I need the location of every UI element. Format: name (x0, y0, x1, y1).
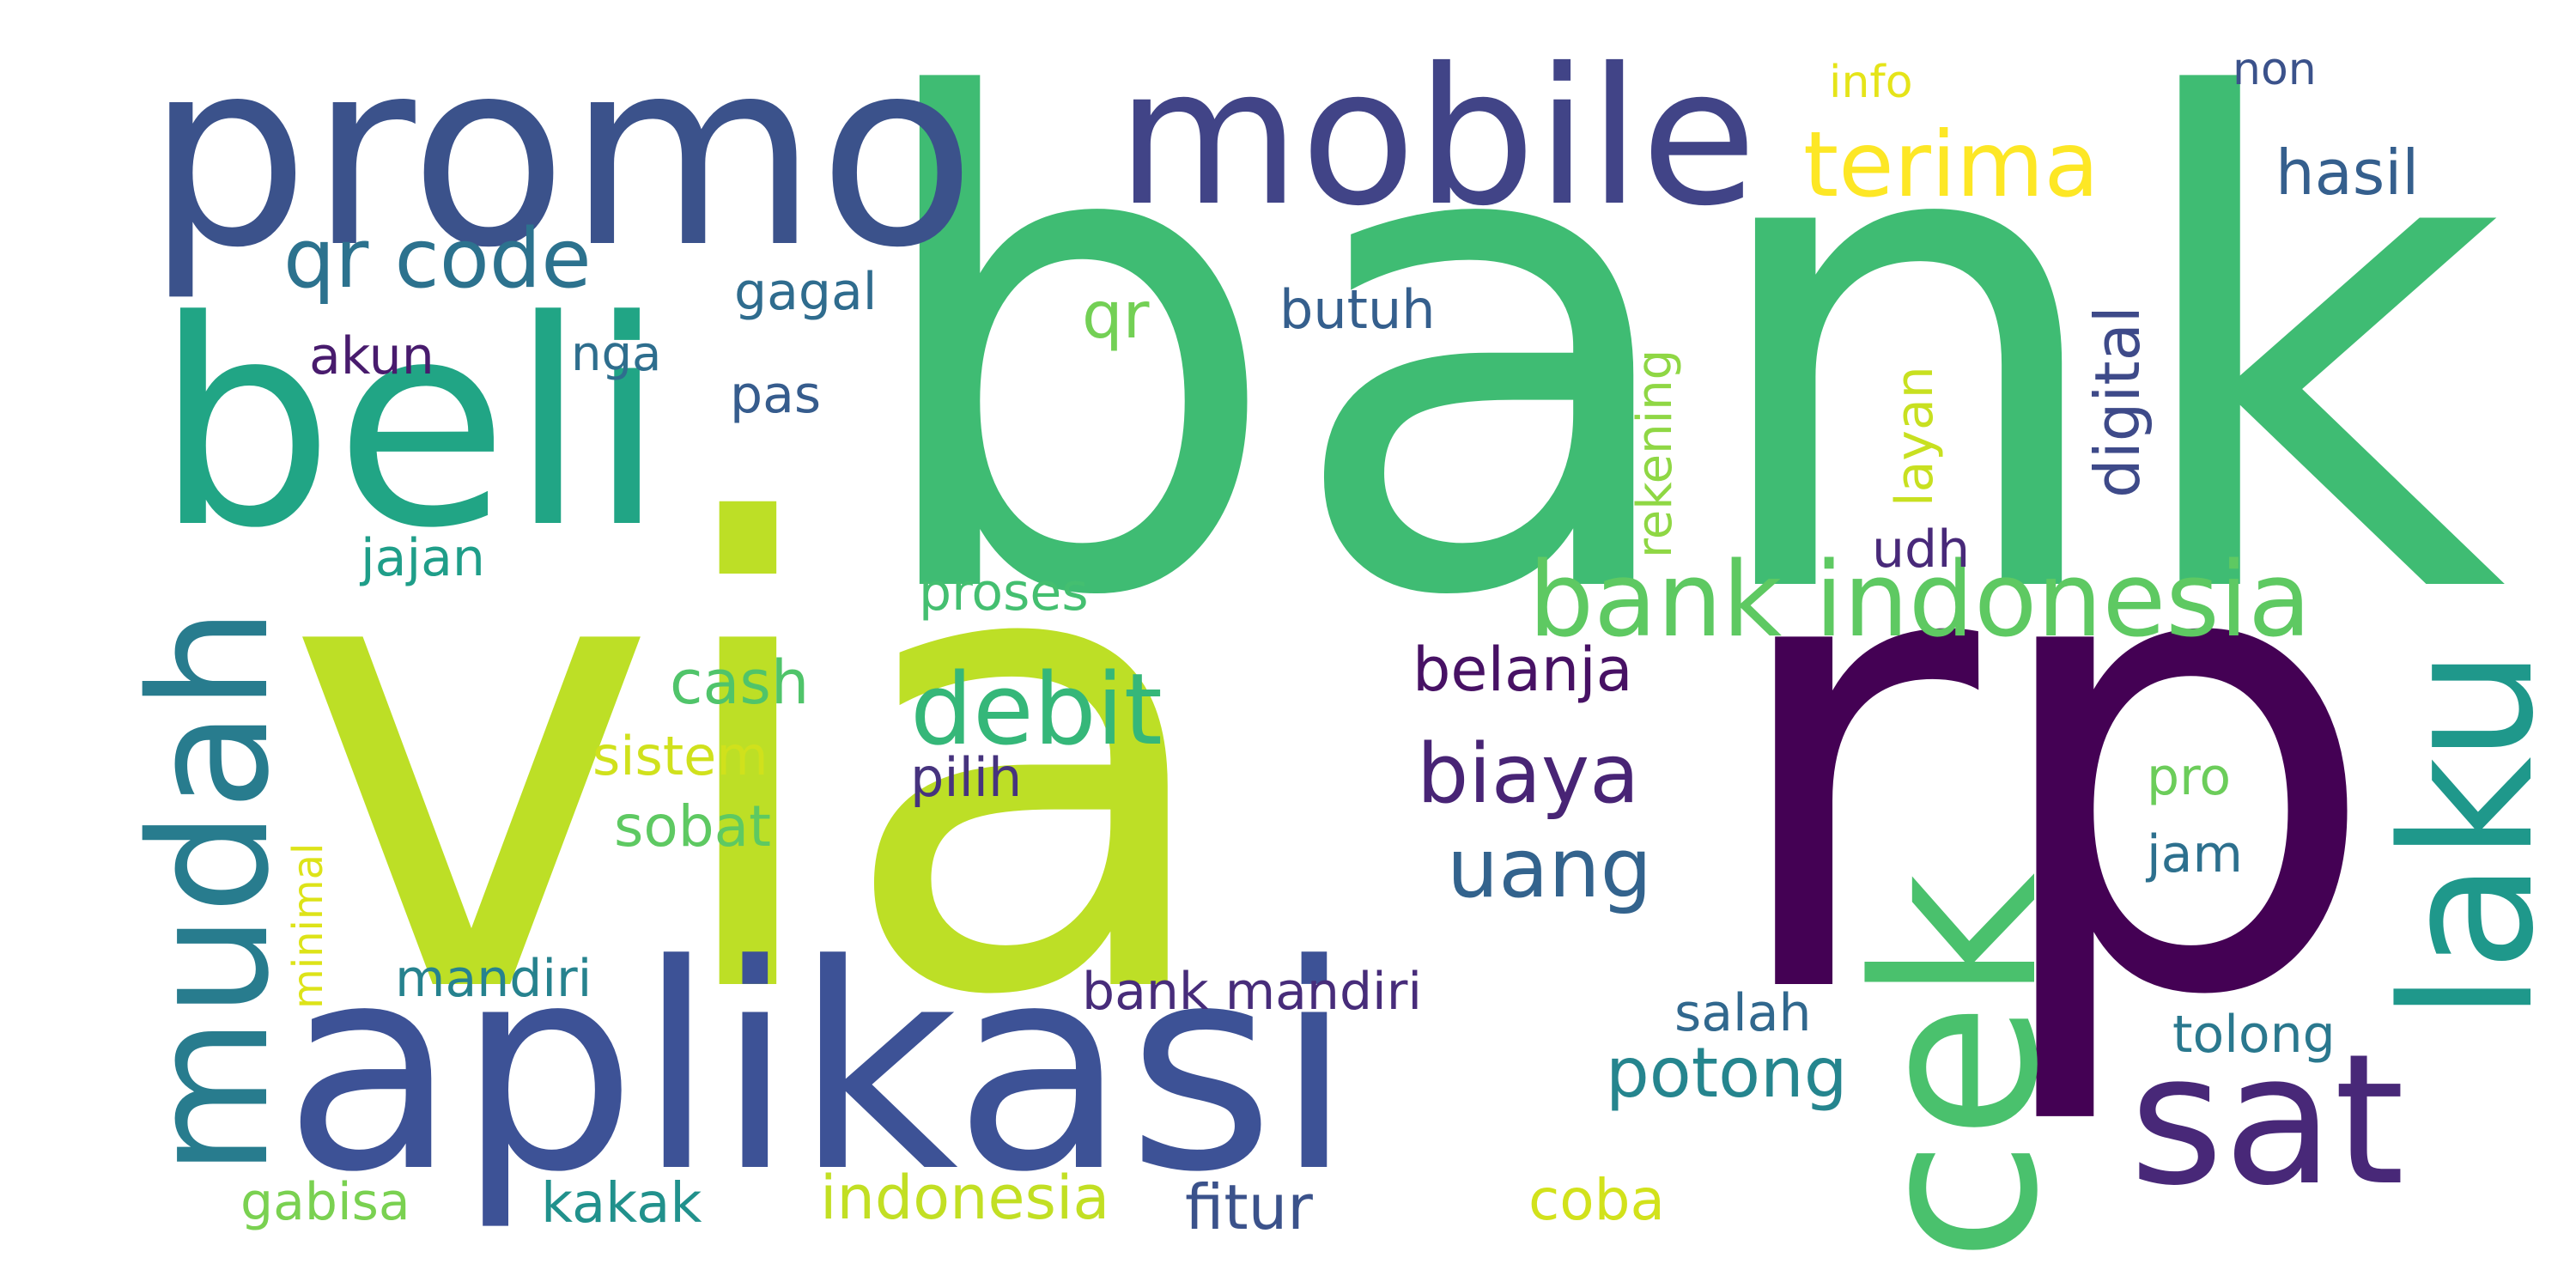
word-proses: proses (919, 562, 1089, 623)
word-hasil: hasil (2275, 137, 2420, 209)
word-belanja: belanja (1413, 635, 1633, 705)
word-info: info (1829, 57, 1913, 108)
word-uang: uang (1447, 822, 1652, 916)
word-mudah: mudah (115, 607, 305, 1176)
word-pilih: pilih (910, 746, 1023, 809)
word-udh: udh (1872, 519, 1971, 580)
word-non: non (2233, 44, 2317, 95)
word-layan: layan (1885, 366, 1945, 507)
word-qr-code: qr code (283, 212, 592, 307)
word-fitur: fitur (1185, 1171, 1313, 1243)
word-sobat: sobat (614, 793, 771, 860)
word-rekening: rekening (1627, 349, 1683, 558)
word-bank-mandiri: bank mandiri (1082, 962, 1423, 1022)
word-bank-indonesia: bank indonesia (1528, 541, 2312, 660)
word-butuh: butuh (1279, 278, 1436, 341)
word-coba: coba (1528, 1167, 1666, 1233)
word-akun: akun (309, 326, 434, 386)
word-nga: nga (571, 326, 662, 382)
word-debit: debit (910, 653, 1163, 768)
word-tolong: tolong (2172, 1005, 2336, 1065)
word-laku: laku (2363, 647, 2573, 1022)
word-gabisa: gabisa (240, 1172, 410, 1232)
word-sistem: sistem (592, 725, 769, 787)
word-sat: sat (2129, 1015, 2405, 1225)
word-rp: rp (1717, 394, 2382, 1134)
word-cek: cek (1828, 872, 2087, 1262)
word-bank: bank (859, 0, 2507, 742)
word-digital: digital (2081, 306, 2154, 498)
word-pas: pas (730, 365, 822, 425)
word-indonesia: indonesia (820, 1163, 1110, 1233)
word-mobile: mobile (1116, 27, 1758, 247)
word-cash: cash (670, 647, 810, 718)
word-jajan: jajan (361, 528, 485, 588)
word-promo: promo (146, 4, 976, 304)
word-gagal: gagal (734, 262, 878, 322)
word-pro: pro (2147, 747, 2232, 807)
word-minimal: minimal (284, 842, 332, 1009)
word-potong: potong (1606, 1033, 1848, 1113)
word-jam: jam (2147, 824, 2243, 884)
word-kakak: kakak (541, 1172, 702, 1236)
word-qr: qr (1082, 277, 1150, 353)
word-biaya: biaya (1417, 727, 1640, 822)
word-salah: salah (1674, 983, 1812, 1043)
word-mandiri: mandiri (395, 949, 592, 1009)
word-aplikasi: aplikasi (283, 904, 1354, 1234)
word-beli: beli (155, 260, 666, 590)
word-terima: terima (1803, 112, 2099, 217)
word-via: via (283, 394, 1225, 1134)
